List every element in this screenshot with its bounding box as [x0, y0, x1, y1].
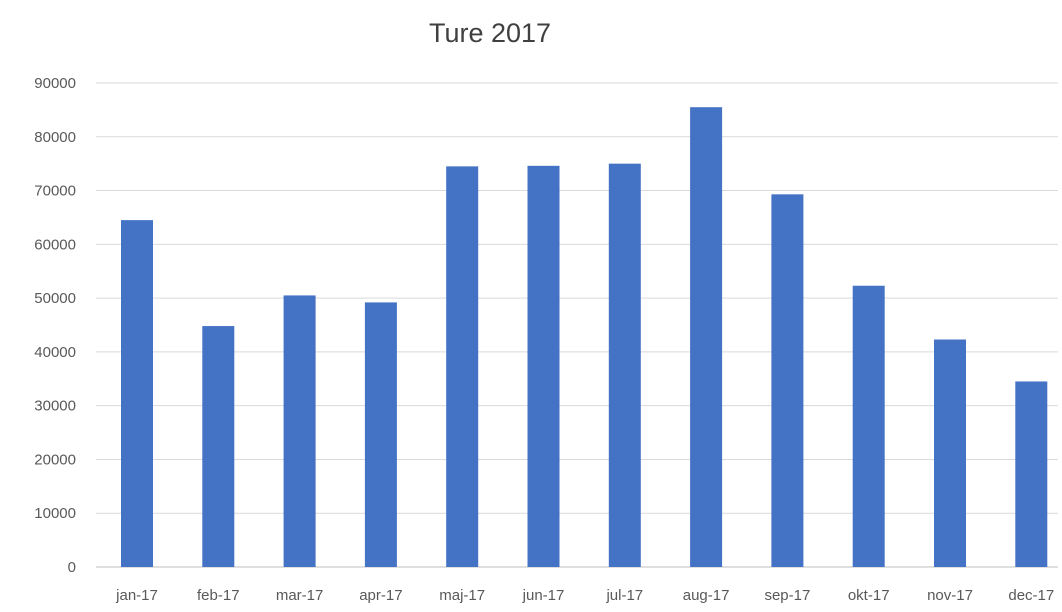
y-tick-label: 50000: [34, 290, 76, 307]
bars: [121, 107, 1048, 567]
y-tick-label: 80000: [34, 129, 76, 146]
bar-okt-17: [852, 285, 885, 567]
x-tick-label: jan-17: [115, 587, 158, 604]
y-tick-label: 0: [68, 559, 76, 576]
x-tick-label: aug-17: [683, 587, 730, 604]
y-tick-label: 10000: [34, 505, 76, 522]
bar-jul-17: [608, 163, 641, 567]
x-tick-label: jul-17: [605, 587, 643, 604]
y-tick-label: 70000: [34, 183, 76, 200]
x-axis-tick-labels: jan-17 feb-17 mar-17 apr-17 maj-17 jun-17 jul-…: [115, 587, 1054, 604]
x-tick-label: jun-17: [522, 587, 565, 604]
y-tick-label: 20000: [34, 451, 76, 468]
bar-apr-17: [364, 302, 397, 567]
bar-nov-17: [934, 339, 966, 567]
bar-aug-17: [690, 107, 723, 567]
x-tick-label: dec-17: [1008, 587, 1054, 604]
gridlines: [96, 82, 1058, 568]
x-tick-label: apr-17: [359, 587, 402, 604]
bar-maj-17: [446, 166, 479, 567]
y-tick-label: 40000: [34, 344, 76, 361]
y-tick-label: 60000: [34, 236, 76, 253]
x-tick-label: sep-17: [764, 587, 810, 604]
x-tick-label: mar-17: [276, 587, 324, 604]
chart-title: Ture 2017: [429, 18, 551, 48]
x-tick-label: nov-17: [927, 587, 973, 604]
bar-sep-17: [771, 194, 804, 567]
bar-jun-17: [527, 165, 560, 567]
bar-mar-17: [283, 295, 316, 567]
y-tick-label: 30000: [34, 398, 76, 415]
bar-dec-17: [1015, 381, 1048, 567]
x-tick-label: okt-17: [848, 587, 890, 604]
x-tick-label: feb-17: [197, 587, 240, 604]
y-tick-label: 90000: [34, 75, 76, 92]
x-tick-label: maj-17: [439, 587, 485, 604]
bar-jan-17: [121, 220, 153, 567]
bar-feb-17: [202, 326, 235, 567]
y-axis-tick-labels: 0 10000 20000 30000 40000 50000 60000 70000 8000…: [34, 75, 76, 576]
